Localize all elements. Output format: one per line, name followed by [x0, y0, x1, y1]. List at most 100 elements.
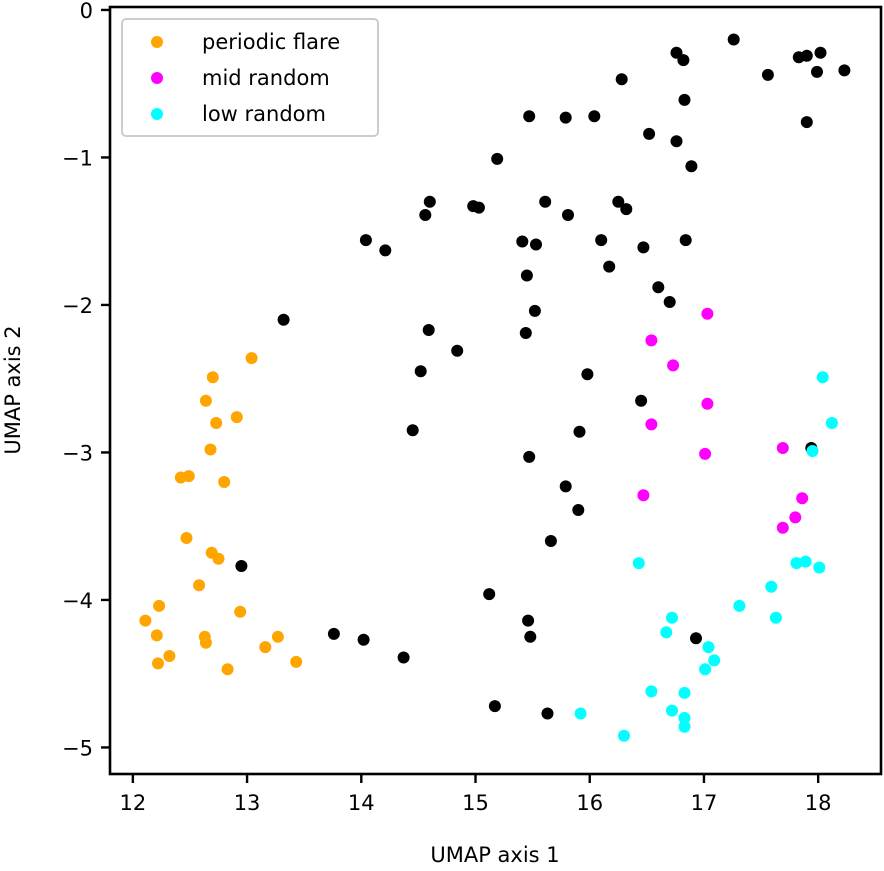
data-point: [612, 195, 625, 208]
data-point: [670, 135, 683, 148]
data-point: [488, 700, 501, 713]
data-point: [406, 424, 419, 437]
data-point: [776, 521, 789, 534]
data-point: [419, 209, 432, 221]
data-point: [230, 411, 243, 424]
data-points: [139, 33, 851, 742]
data-point: [472, 201, 485, 214]
data-point: [838, 64, 851, 77]
data-point: [702, 641, 715, 654]
data-point: [199, 394, 212, 407]
data-point: [528, 304, 541, 317]
legend-marker: [151, 36, 163, 48]
data-point: [769, 611, 782, 624]
data-point: [618, 729, 630, 742]
data-point: [733, 599, 746, 612]
x-tick-label: 17: [691, 791, 718, 815]
data-point: [800, 49, 813, 62]
data-point: [516, 235, 529, 248]
data-point: [806, 445, 819, 457]
data-point: [572, 504, 585, 516]
data-point: [245, 352, 258, 365]
data-point: [204, 443, 217, 456]
data-point: [699, 663, 712, 676]
data-point: [234, 605, 247, 618]
x-tick-label: 16: [576, 791, 603, 815]
data-point: [397, 651, 410, 664]
data-point: [522, 614, 535, 627]
x-tick-label: 15: [462, 791, 489, 815]
x-tick-label: 14: [348, 791, 375, 815]
data-point: [765, 580, 778, 593]
y-tick-label: −4: [62, 589, 93, 613]
data-point: [701, 397, 714, 410]
data-point: [776, 442, 789, 454]
data-point: [150, 629, 163, 642]
data-point: [796, 492, 809, 505]
data-point: [423, 195, 436, 208]
data-point: [635, 394, 648, 407]
y-tick-label: −5: [62, 736, 93, 760]
data-point: [667, 359, 680, 372]
legend: periodic flare mid random low random: [121, 18, 379, 137]
data-point: [595, 234, 608, 247]
data-point: [699, 447, 712, 460]
legend-label: mid random: [202, 66, 330, 90]
legend-label: periodic flare: [202, 30, 340, 54]
data-point: [666, 704, 678, 717]
data-point: [632, 557, 645, 570]
data-point: [163, 650, 176, 662]
data-point: [643, 127, 656, 140]
data-point: [581, 368, 594, 381]
data-point: [813, 561, 826, 574]
x-tick-label: 18: [805, 791, 832, 815]
data-point: [152, 657, 164, 670]
data-point: [800, 116, 813, 129]
data-point: [615, 73, 628, 86]
y-axis-label: UMAP axis 2: [1, 325, 25, 454]
legend-entries: periodic flare mid random low random: [151, 30, 340, 126]
data-point: [603, 260, 616, 273]
data-point: [530, 238, 542, 251]
legend-marker: [151, 72, 163, 84]
data-point: [199, 636, 212, 649]
data-point: [679, 234, 692, 247]
data-point: [678, 720, 691, 733]
data-point: [520, 269, 533, 282]
legend-frame: [121, 18, 379, 137]
data-point: [701, 307, 714, 320]
x-axis-ticks: 12 13 14 15 16 17 18: [119, 774, 832, 815]
y-tick-label: −3: [62, 441, 93, 465]
data-point: [359, 234, 372, 247]
y-tick-label: 0: [80, 0, 93, 23]
data-point: [816, 371, 829, 384]
data-point: [660, 626, 673, 639]
data-point: [523, 450, 536, 463]
data-point: [483, 588, 496, 601]
data-point: [491, 152, 504, 165]
data-point: [524, 630, 537, 643]
y-tick-label: −2: [62, 294, 93, 318]
data-point: [637, 241, 650, 254]
data-point: [221, 663, 234, 676]
data-point: [645, 418, 658, 431]
data-point: [277, 313, 290, 326]
legend-label: low random: [202, 102, 326, 126]
data-point: [678, 712, 691, 724]
data-point: [523, 110, 536, 123]
data-point: [539, 195, 552, 208]
data-point: [652, 281, 665, 294]
y-tick-label: −1: [62, 146, 93, 170]
data-point: [541, 707, 554, 720]
data-point: [212, 552, 225, 565]
data-point: [153, 599, 166, 612]
data-point: [666, 611, 678, 624]
data-point: [559, 111, 572, 124]
data-point: [290, 655, 303, 668]
data-point: [218, 476, 231, 488]
data-point: [789, 511, 802, 524]
data-point: [574, 707, 587, 720]
data-point: [663, 296, 676, 308]
plot-frame: [108, 5, 883, 776]
